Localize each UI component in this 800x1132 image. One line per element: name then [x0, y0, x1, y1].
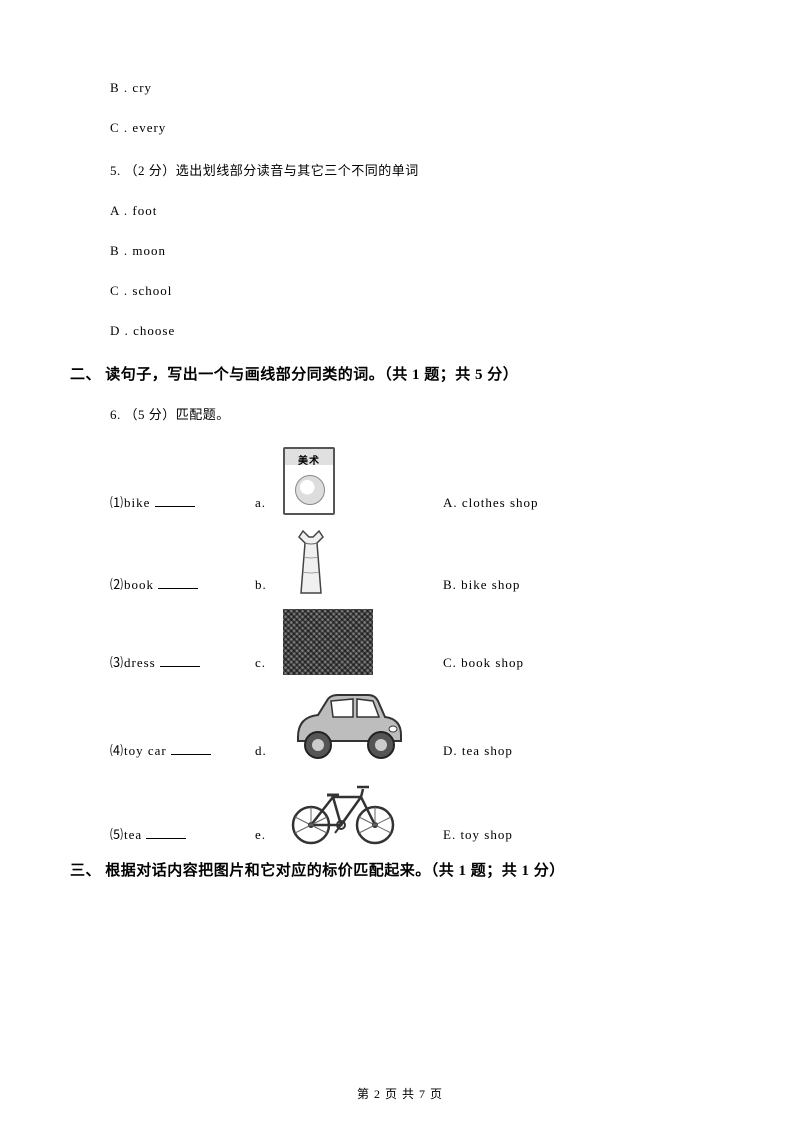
artbook-image [283, 447, 335, 515]
blank-4[interactable] [171, 754, 211, 755]
q5-option-a: A . foot [110, 203, 730, 219]
match-right-3: C. book shop [443, 655, 524, 677]
match-letter-3: c. [255, 655, 283, 677]
match-left-5: ⑸tea [110, 824, 255, 849]
match-row-1: ⑴bike a. A. clothes shop [110, 447, 730, 517]
car-image [283, 687, 413, 763]
match-row-3: ⑶dress c. C. book shop [110, 609, 730, 677]
match-left-text-5: ⑸tea [110, 827, 146, 842]
match-right-5: E. toy shop [443, 827, 513, 849]
match-left-3: ⑶dress [110, 652, 255, 677]
q4-option-b: B . cry [110, 80, 730, 96]
match-row-4: ⑷toy car d. D. tea shop [110, 687, 730, 765]
q5-option-d: D . choose [110, 323, 730, 339]
dress-image [283, 527, 339, 597]
match-left-text-1: ⑴bike [110, 495, 155, 510]
match-letter-5: e. [255, 827, 283, 849]
section3-heading: 三、 根据对话内容把图片和它对应的标价匹配起来。（共 1 题；共 1 分） [70, 859, 730, 880]
match-left-4: ⑷toy car [110, 740, 255, 765]
match-right-4: D. tea shop [443, 743, 513, 765]
match-image-wrap-2 [283, 527, 443, 599]
match-letter-4: d. [255, 743, 283, 765]
q6-prompt: 6. （5 分）匹配题。 [110, 404, 730, 423]
q5-option-c: C . school [110, 283, 730, 299]
q5-prompt: 5. （2 分）选出划线部分读音与其它三个不同的单词 [110, 160, 730, 179]
page-footer: 第 2 页 共 7 页 [0, 1085, 800, 1102]
match-image-wrap-4 [283, 687, 443, 765]
match-right-2: B. bike shop [443, 577, 520, 599]
match-left-text-2: ⑵book [110, 577, 158, 592]
blank-5[interactable] [146, 838, 186, 839]
match-left-text-4: ⑷toy car [110, 743, 171, 758]
blank-3[interactable] [160, 666, 200, 667]
section2-heading: 二、 读句子，写出一个与画线部分同类的词。（共 1 题；共 5 分） [70, 363, 730, 384]
match-row-5: ⑸tea e. [110, 775, 730, 849]
match-right-1: A. clothes shop [443, 495, 539, 517]
q5-option-b: B . moon [110, 243, 730, 259]
blank-1[interactable] [155, 506, 195, 507]
match-left-1: ⑴bike [110, 492, 255, 517]
match-left-2: ⑵book [110, 574, 255, 599]
match-image-wrap-1 [283, 447, 443, 517]
match-row-2: ⑵book b. B. bike shop [110, 527, 730, 599]
match-image-wrap-5 [283, 775, 443, 849]
tea-leaves-image [283, 609, 373, 675]
blank-2[interactable] [158, 588, 198, 589]
q4-option-c: C . every [110, 120, 730, 136]
match-left-text-3: ⑶dress [110, 655, 160, 670]
bicycle-image [283, 775, 403, 847]
match-image-wrap-3 [283, 609, 443, 677]
match-letter-2: b. [255, 577, 283, 599]
match-letter-1: a. [255, 495, 283, 517]
